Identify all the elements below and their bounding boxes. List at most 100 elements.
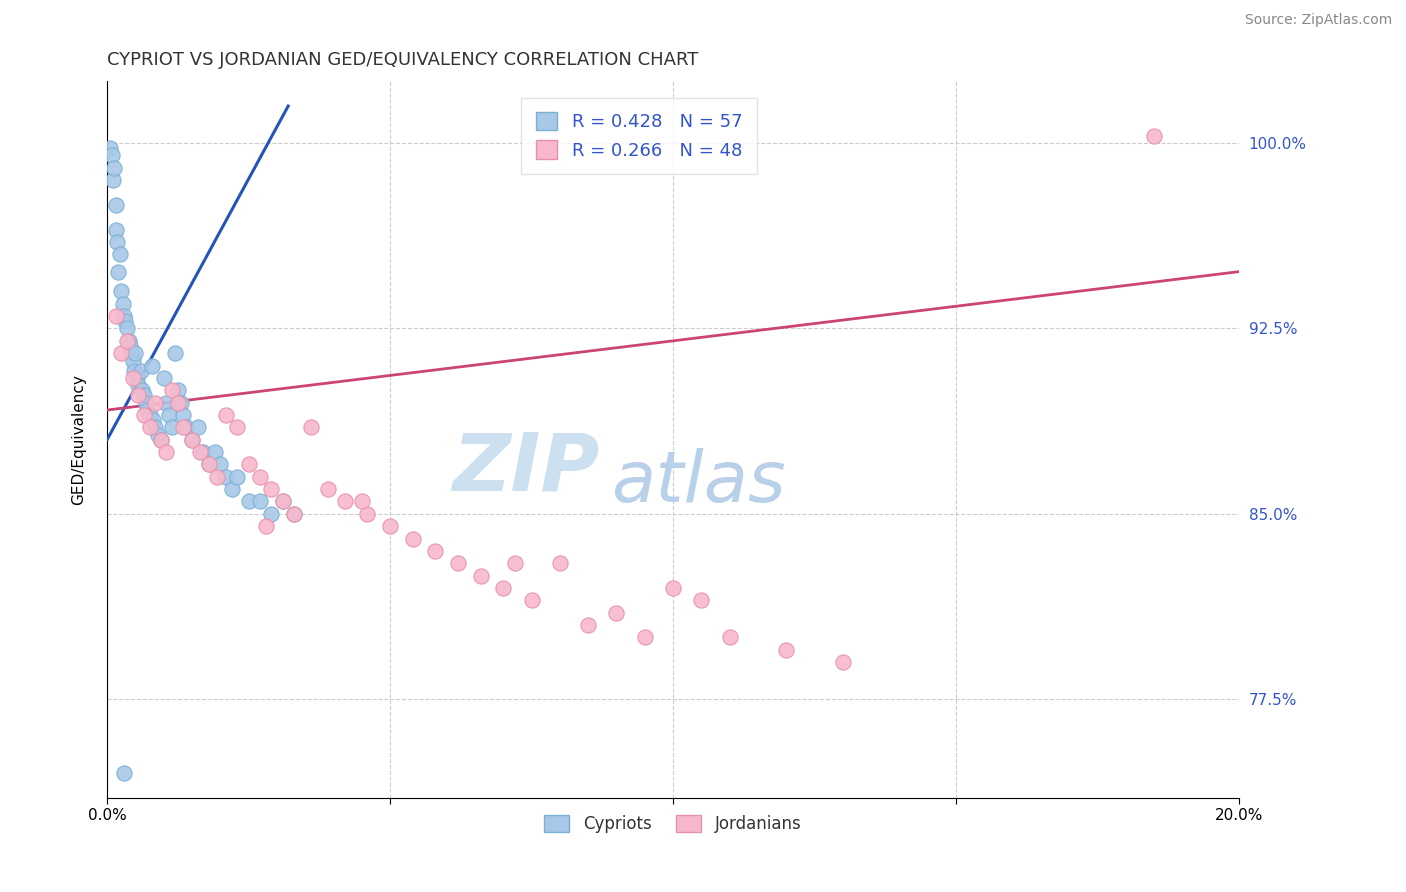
Point bbox=[520, 593, 543, 607]
Y-axis label: GED/Equivalency: GED/Equivalency bbox=[72, 375, 86, 505]
Point bbox=[283, 507, 305, 521]
Point bbox=[198, 458, 221, 472]
Point bbox=[662, 581, 685, 595]
Point bbox=[193, 445, 215, 459]
Point bbox=[1143, 128, 1166, 143]
Point bbox=[121, 353, 143, 368]
Point bbox=[152, 371, 174, 385]
Point bbox=[169, 395, 191, 409]
Point bbox=[605, 606, 627, 620]
Point bbox=[260, 507, 283, 521]
Point bbox=[249, 470, 271, 484]
Point bbox=[160, 420, 183, 434]
Point bbox=[176, 420, 198, 434]
Point bbox=[132, 388, 155, 402]
Point bbox=[226, 420, 249, 434]
Legend: R = 0.428   N = 57, R = 0.266   N = 48: R = 0.428 N = 57, R = 0.266 N = 48 bbox=[522, 97, 756, 174]
Point bbox=[316, 482, 339, 496]
Point bbox=[112, 309, 135, 323]
Point bbox=[104, 309, 127, 323]
Point bbox=[127, 378, 149, 392]
Point bbox=[117, 334, 139, 348]
Point bbox=[107, 265, 129, 279]
Point bbox=[260, 482, 283, 496]
Point bbox=[226, 470, 249, 484]
Point bbox=[160, 384, 183, 398]
Point bbox=[101, 173, 124, 187]
Point bbox=[470, 568, 492, 582]
Point bbox=[103, 161, 125, 175]
Point bbox=[138, 420, 160, 434]
Point bbox=[299, 420, 322, 434]
Point bbox=[155, 395, 177, 409]
Point bbox=[271, 494, 294, 508]
Point bbox=[143, 395, 166, 409]
Point bbox=[548, 556, 571, 570]
Point bbox=[249, 494, 271, 508]
Point bbox=[114, 314, 136, 328]
Point bbox=[190, 445, 212, 459]
Point bbox=[492, 581, 515, 595]
Point bbox=[207, 470, 229, 484]
Point bbox=[333, 494, 356, 508]
Point bbox=[718, 631, 741, 645]
Point bbox=[425, 544, 447, 558]
Point bbox=[831, 655, 853, 669]
Point bbox=[129, 363, 152, 377]
Point bbox=[402, 532, 425, 546]
Point bbox=[283, 507, 305, 521]
Point bbox=[271, 494, 294, 508]
Point bbox=[138, 408, 160, 422]
Point bbox=[172, 420, 194, 434]
Point bbox=[166, 384, 188, 398]
Point bbox=[634, 631, 657, 645]
Point bbox=[104, 198, 127, 212]
Point bbox=[149, 433, 172, 447]
Point bbox=[209, 458, 232, 472]
Point bbox=[131, 384, 153, 398]
Point bbox=[112, 766, 135, 780]
Point bbox=[204, 445, 226, 459]
Point bbox=[187, 420, 209, 434]
Point bbox=[108, 247, 131, 261]
Point bbox=[172, 408, 194, 422]
Point bbox=[121, 371, 143, 385]
Point bbox=[115, 334, 138, 348]
Point bbox=[132, 408, 155, 422]
Point bbox=[238, 494, 260, 508]
Point bbox=[111, 297, 134, 311]
Point bbox=[503, 556, 526, 570]
Point bbox=[100, 148, 122, 162]
Text: ZIP: ZIP bbox=[453, 429, 599, 508]
Point bbox=[110, 285, 132, 299]
Point bbox=[155, 445, 177, 459]
Point bbox=[378, 519, 401, 533]
Text: atlas: atlas bbox=[610, 448, 786, 517]
Point bbox=[118, 339, 141, 353]
Point bbox=[124, 346, 146, 360]
Point bbox=[115, 321, 138, 335]
Point bbox=[254, 519, 277, 533]
Point bbox=[127, 388, 149, 402]
Point bbox=[166, 395, 188, 409]
Point bbox=[350, 494, 373, 508]
Point bbox=[146, 427, 169, 442]
Text: Source: ZipAtlas.com: Source: ZipAtlas.com bbox=[1244, 13, 1392, 28]
Point bbox=[135, 395, 157, 409]
Point bbox=[149, 433, 172, 447]
Point bbox=[181, 433, 204, 447]
Point bbox=[157, 408, 180, 422]
Point bbox=[120, 346, 142, 360]
Point bbox=[163, 346, 186, 360]
Point bbox=[110, 346, 132, 360]
Point bbox=[356, 507, 378, 521]
Point bbox=[215, 408, 238, 422]
Point bbox=[142, 413, 165, 427]
Point bbox=[238, 458, 260, 472]
Point bbox=[447, 556, 470, 570]
Point bbox=[198, 458, 221, 472]
Point bbox=[104, 222, 127, 236]
Point bbox=[143, 420, 166, 434]
Point bbox=[690, 593, 713, 607]
Point bbox=[105, 235, 128, 249]
